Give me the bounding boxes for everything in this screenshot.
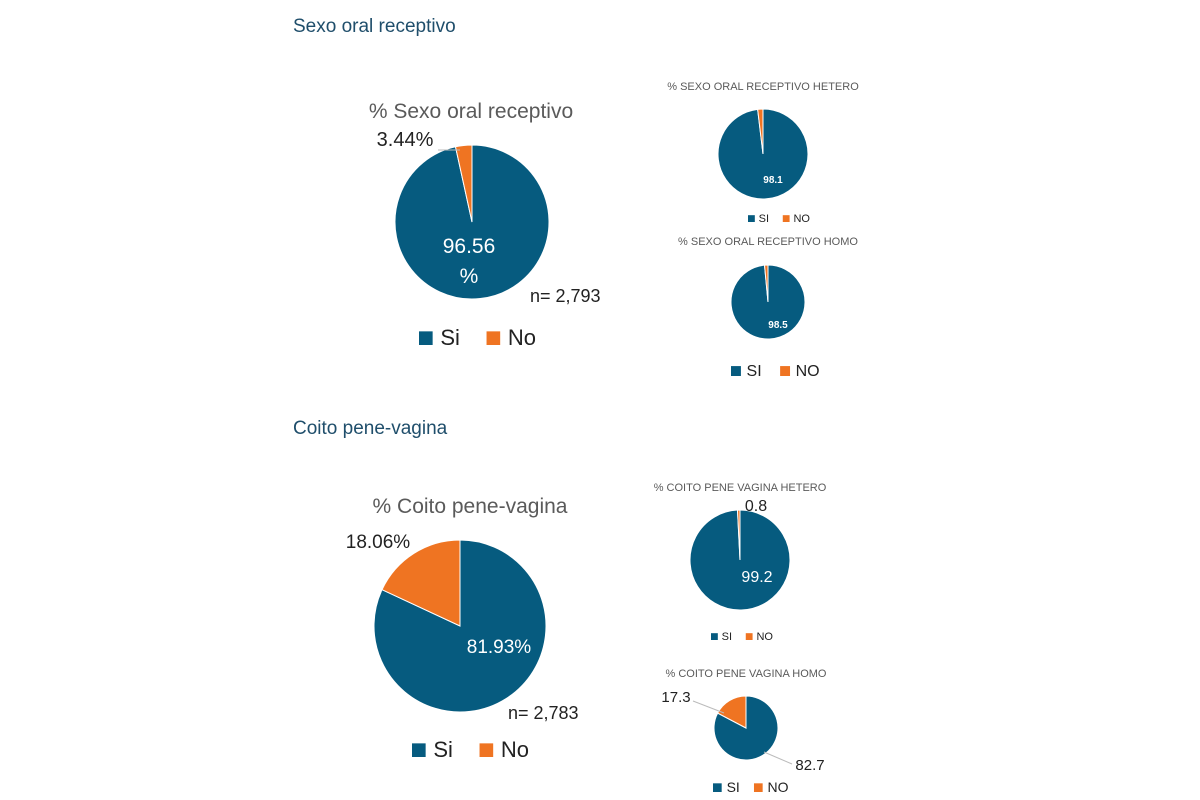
pie0-legend-si-swatch bbox=[419, 331, 433, 345]
pie3-legend-si-label: Si bbox=[433, 737, 453, 762]
pie0-legend-si-label: Si bbox=[440, 325, 460, 350]
pie1-label-si: 98.1 bbox=[763, 175, 783, 186]
pie4-legend-no-swatch bbox=[745, 633, 753, 640]
pie4-label-si: 99.2 bbox=[741, 569, 772, 586]
pie1-title: % SEXO ORAL RECEPTIVO HETERO bbox=[667, 81, 859, 93]
pie4-slice-no bbox=[736, 509, 741, 561]
pie5-title: % COITO PENE VAGINA HOMO bbox=[666, 668, 827, 680]
pie1-legend-no-label: NO bbox=[793, 213, 810, 225]
pie2-legend-no-swatch bbox=[780, 366, 791, 376]
pie2-legend-si-swatch bbox=[731, 366, 741, 376]
pie3-slice-si bbox=[373, 539, 547, 713]
pie3-slice-no bbox=[381, 539, 461, 627]
pie5-label-no: 17.3 bbox=[661, 689, 690, 706]
pie3-legend-no-swatch bbox=[479, 743, 494, 757]
pie4-label-no: 0.8 bbox=[745, 498, 767, 515]
pie2-slice-no bbox=[763, 264, 769, 303]
pie1-legend-no-swatch bbox=[782, 215, 790, 222]
pie5-legend-si-label: SI bbox=[727, 779, 740, 795]
section-title-sexo-oral: Sexo oral receptivo bbox=[293, 16, 456, 37]
pie2-title: % SEXO ORAL RECEPTIVO HOMO bbox=[678, 236, 858, 248]
pie5-legend-si-swatch bbox=[713, 783, 722, 792]
pie0-legend-no-swatch bbox=[486, 331, 501, 345]
section-title-coito: Coito pene-vagina bbox=[293, 418, 448, 439]
pie3-title: % Coito pene-vagina bbox=[373, 495, 568, 518]
pie2-label-si: 98.5 bbox=[768, 320, 788, 331]
pie0-label-si: 96.56 bbox=[443, 235, 496, 258]
pie5-label-si: 82.7 bbox=[795, 757, 824, 774]
pie4-legend-no-label: NO bbox=[756, 631, 773, 643]
pie2-legend-si-label: SI bbox=[747, 363, 762, 380]
pie5-leader-si bbox=[763, 751, 793, 765]
pie1-slice-no bbox=[757, 108, 764, 155]
pie5-legend-no-label: NO bbox=[768, 779, 789, 795]
pie3-label-no: 18.06% bbox=[346, 532, 411, 553]
pie4-legend-si-swatch bbox=[711, 633, 718, 640]
pie0-label-no: 3.44% bbox=[377, 129, 434, 151]
pie1-legend-si-swatch bbox=[748, 215, 755, 222]
pie3-note: n= 2,783 bbox=[508, 703, 579, 723]
pie3-legend-si-swatch bbox=[412, 743, 426, 757]
pie5-legend-no-swatch bbox=[753, 783, 763, 792]
pie0-title: % Sexo oral receptivo bbox=[369, 100, 573, 123]
pie0-slice-no bbox=[454, 144, 473, 223]
pie3-label-si: 81.93% bbox=[467, 637, 532, 658]
pie0-note: n= 2,793 bbox=[530, 286, 601, 306]
pie5-slice-no bbox=[716, 695, 747, 729]
pie1-legend-si-label: SI bbox=[759, 213, 769, 225]
pie4-legend-si-label: SI bbox=[722, 631, 732, 643]
pie3-legend-no-label: No bbox=[501, 737, 529, 762]
pie5-leader-no bbox=[692, 700, 725, 714]
pie4-title: % COITO PENE VAGINA HETERO bbox=[654, 482, 827, 494]
pie2-legend-no-label: NO bbox=[796, 363, 820, 380]
pie1-slice-si bbox=[717, 108, 809, 200]
pie0-legend-no-label: No bbox=[508, 325, 536, 350]
pie0-label-si-unit: % bbox=[460, 265, 479, 288]
